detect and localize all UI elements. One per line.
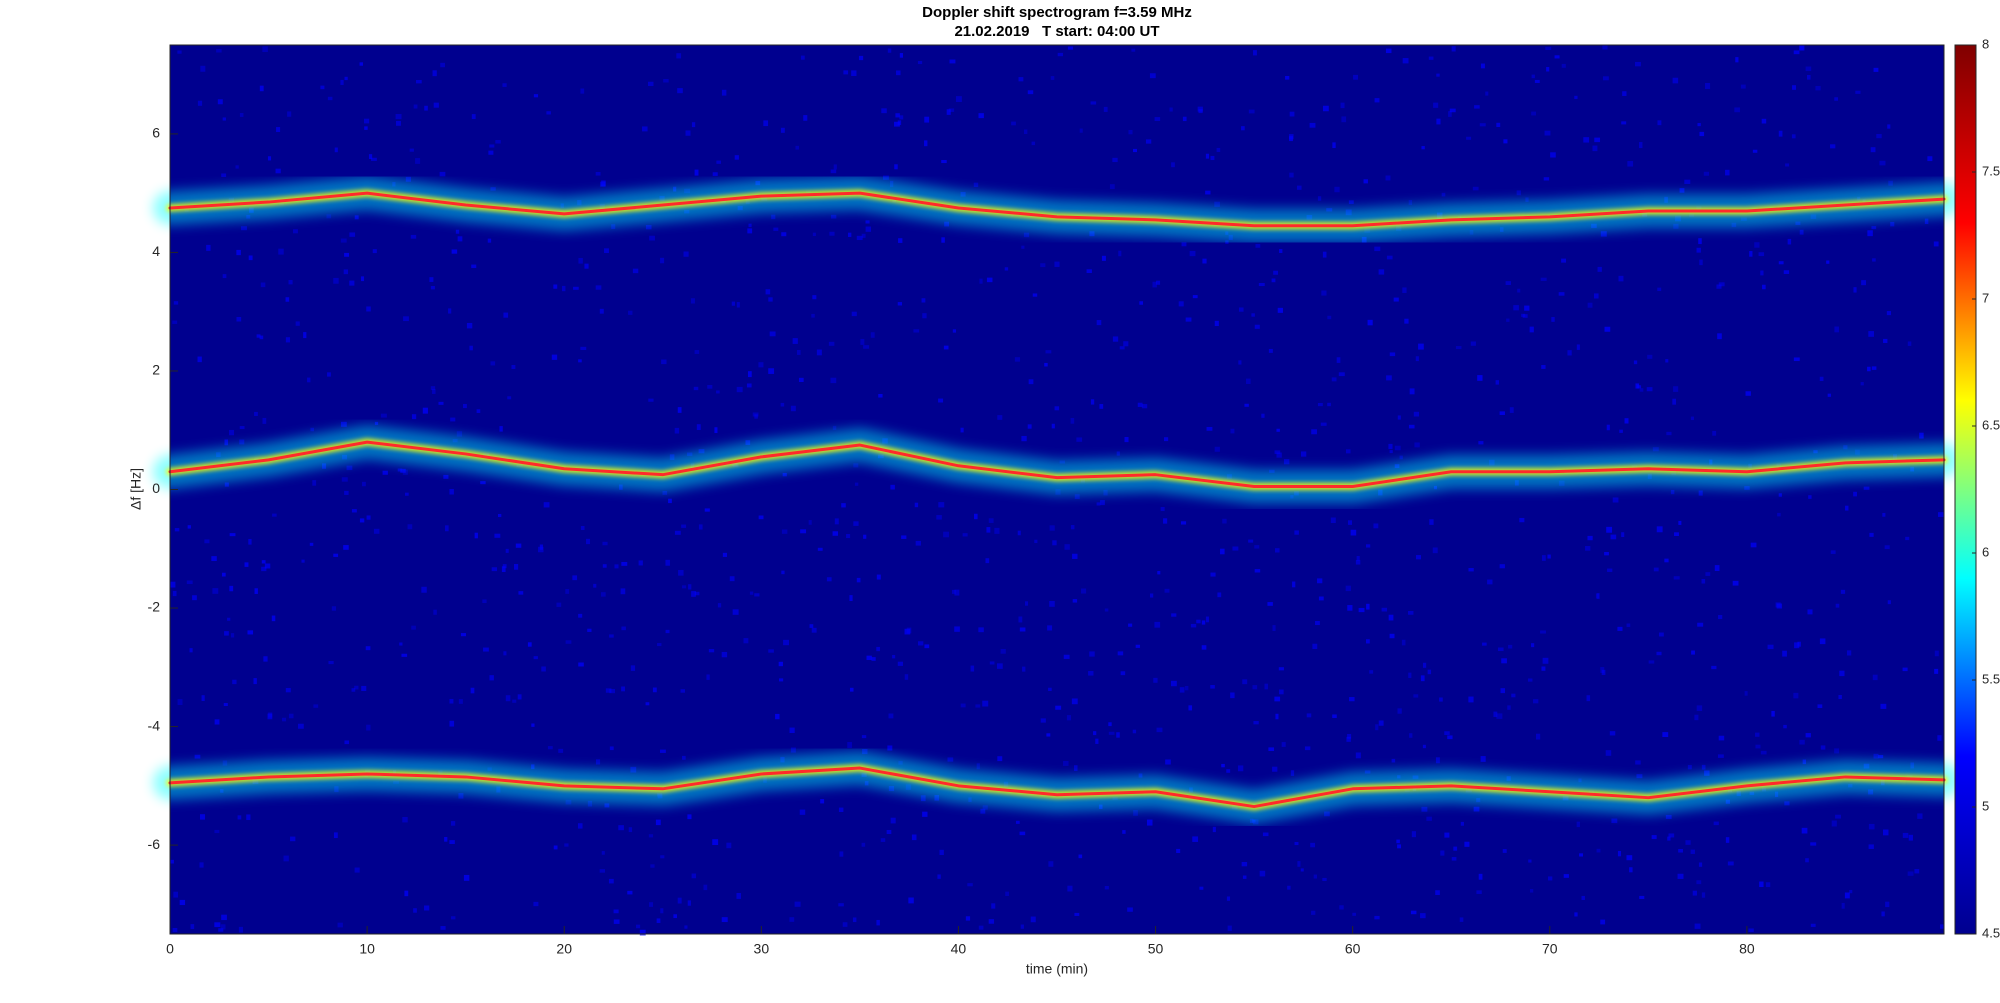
y-tick-label: 6 — [152, 125, 160, 141]
y-tick-label: -2 — [148, 599, 161, 615]
ridge-line — [168, 766, 1946, 809]
x-tick-label: 20 — [556, 941, 572, 957]
colorbar — [1954, 44, 1977, 935]
x-tick-label: 30 — [754, 941, 770, 957]
colorbar-tick-label: 5 — [1982, 798, 1989, 813]
colorbar-tick-label: 7.5 — [1982, 163, 2000, 178]
x-tick-label: 50 — [1148, 941, 1164, 957]
x-axis-label: time (min) — [1026, 961, 1088, 977]
y-tick-label: 4 — [152, 243, 160, 259]
chart-subtitle: 21.02.2019 T start: 04:00 UT — [954, 23, 1159, 40]
x-tick-label: 0 — [166, 941, 174, 957]
colorbar-tick-label: 8 — [1982, 36, 1989, 51]
y-tick-label: 0 — [152, 480, 160, 496]
x-tick-label: 80 — [1739, 941, 1755, 957]
y-tick-label: -4 — [148, 717, 161, 733]
colorbar-tick-label: 6.5 — [1982, 417, 2000, 432]
colorbar-tick-label: 6 — [1982, 544, 1989, 559]
chart-title: Doppler shift spectrogram f=3.59 MHz — [922, 4, 1192, 21]
x-tick-label: 70 — [1542, 941, 1558, 957]
x-tick-label: 60 — [1345, 941, 1361, 957]
colorbar-tick-label: 5.5 — [1982, 671, 2000, 686]
noise — [170, 45, 1945, 936]
ridge-line — [168, 191, 1946, 228]
x-tick-label: 40 — [951, 941, 967, 957]
y-tick-label: -6 — [148, 836, 161, 852]
colorbar-tick-label: 7 — [1982, 290, 1989, 305]
y-tick-label: 2 — [152, 362, 160, 378]
ridge-line — [168, 440, 1946, 489]
colorbar-tick-label: 4.5 — [1982, 925, 2000, 940]
y-axis-label: Δf [Hz] — [128, 468, 144, 510]
x-tick-label: 10 — [359, 941, 375, 957]
